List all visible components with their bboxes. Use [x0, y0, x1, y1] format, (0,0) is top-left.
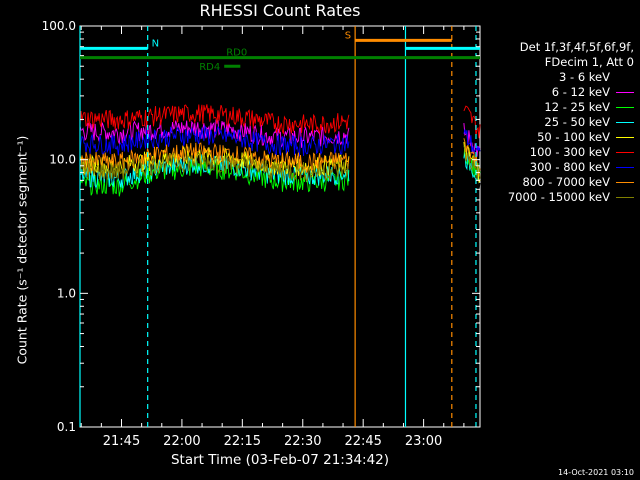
x-tick-label-4: 22:45	[344, 434, 381, 449]
legend-header-line-1: Det 1f,3f,4f,5f,6f,9f,	[519, 40, 634, 54]
legend-entry-label: 12 - 25 keV	[544, 100, 610, 114]
legend: Det 1f,3f,4f,5f,6f,9f, FDecim 1, Att 0 3…	[508, 40, 634, 205]
legend-swatch	[616, 167, 634, 168]
x-tick-label-2: 22:15	[224, 434, 261, 449]
annotation-label-0: N	[152, 38, 159, 49]
legend-entry-8: 7000 - 15000 keV	[508, 190, 634, 205]
legend-entry-label: 50 - 100 keV	[537, 130, 610, 144]
y-tick-label-2: 10.0	[49, 153, 76, 167]
legend-header-line-2: FDecim 1, Att 0	[544, 55, 634, 69]
y-tick-label-0: 0.1	[57, 420, 76, 434]
series-line-8	[79, 151, 350, 183]
annotation-label-3: S	[345, 30, 351, 41]
legend-swatch	[616, 107, 634, 108]
legend-entry-2: 12 - 25 keV	[508, 100, 634, 115]
legend-entry-0: 3 - 6 keV	[508, 70, 634, 85]
x-axis-label: Start Time (03-Feb-07 21:34:42)	[170, 452, 390, 468]
legend-swatch	[616, 137, 634, 138]
series-line-6	[79, 125, 350, 158]
plot-frame	[79, 25, 481, 428]
legend-entry-label: 300 - 800 keV	[529, 160, 610, 174]
legend-swatch	[616, 122, 634, 123]
legend-swatch	[616, 152, 634, 153]
legend-entry-label: 3 - 6 keV	[559, 70, 610, 84]
legend-swatch	[616, 182, 634, 183]
series-tail-5	[463, 105, 481, 139]
x-tick-label-0: 21:45	[103, 434, 140, 449]
annotation-label-1: RD0	[226, 48, 247, 59]
series-line-0	[79, 180, 350, 217]
series-line-5	[79, 104, 350, 135]
x-tick-label-3: 22:30	[284, 434, 321, 449]
series-tail-6	[463, 129, 481, 153]
legend-entry-6: 300 - 800 keV	[508, 160, 634, 175]
series-tail-7	[463, 138, 481, 177]
legend-entry-1: 6 - 12 keV	[508, 85, 634, 100]
x-tick-label-1: 22:00	[163, 434, 200, 449]
series-tail-8	[463, 146, 481, 180]
legend-entry-label: 25 - 50 keV	[544, 115, 610, 129]
legend-entry-label: 800 - 7000 keV	[522, 175, 610, 189]
legend-entry-4: 50 - 100 keV	[508, 130, 634, 145]
legend-entry-3: 25 - 50 keV	[508, 115, 634, 130]
legend-entry-label: 6 - 12 keV	[551, 85, 610, 99]
chart-title: RHESSI Count Rates	[199, 1, 361, 20]
y-axis-label: Count Rate (s⁻¹ detector segment⁻¹)	[14, 135, 30, 365]
y-tick-label-3: 100.0	[42, 19, 76, 33]
annotation-label-2: RD4	[199, 62, 220, 73]
legend-swatch	[616, 77, 634, 78]
legend-entry-label: 7000 - 15000 keV	[507, 190, 610, 204]
x-tick-label-5: 23:00	[405, 434, 442, 449]
footer-date: 14-Oct-2021 03:10	[558, 468, 634, 477]
legend-entries: 3 - 6 keV 6 - 12 keV 12 - 25 keV 25 - 50 ke…	[508, 70, 634, 205]
legend-swatch	[616, 92, 634, 93]
legend-entry-7: 800 - 7000 keV	[508, 175, 634, 190]
legend-entry-label: 100 - 300 keV	[529, 145, 610, 159]
y-tick-label-1: 1.0	[57, 286, 76, 300]
legend-entry-5: 100 - 300 keV	[508, 145, 634, 160]
legend-swatch	[616, 197, 634, 198]
